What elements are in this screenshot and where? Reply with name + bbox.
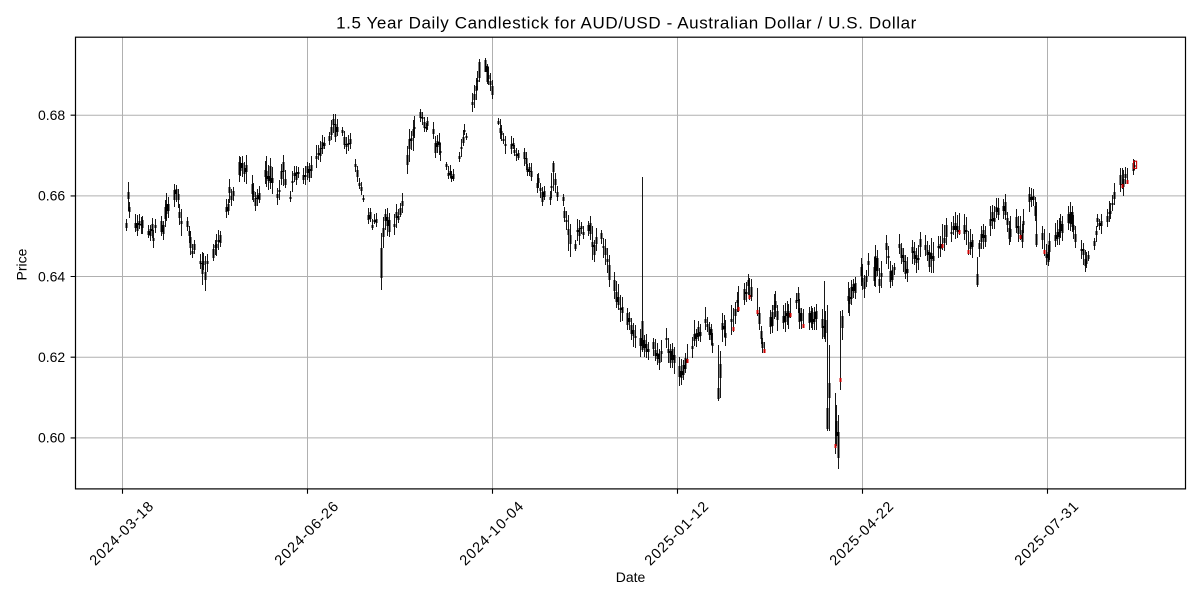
svg-text:Date: Date (616, 569, 646, 585)
svg-text:0.64: 0.64 (38, 268, 65, 284)
svg-text:0.62: 0.62 (38, 349, 65, 365)
svg-text:Price: Price (14, 248, 30, 280)
svg-text:0.60: 0.60 (38, 430, 65, 446)
svg-text:1.5 Year Daily Candlestick for: 1.5 Year Daily Candlestick for AUD/USD -… (336, 14, 917, 33)
svg-text:0.66: 0.66 (38, 188, 65, 204)
svg-text:0.68: 0.68 (38, 107, 65, 123)
